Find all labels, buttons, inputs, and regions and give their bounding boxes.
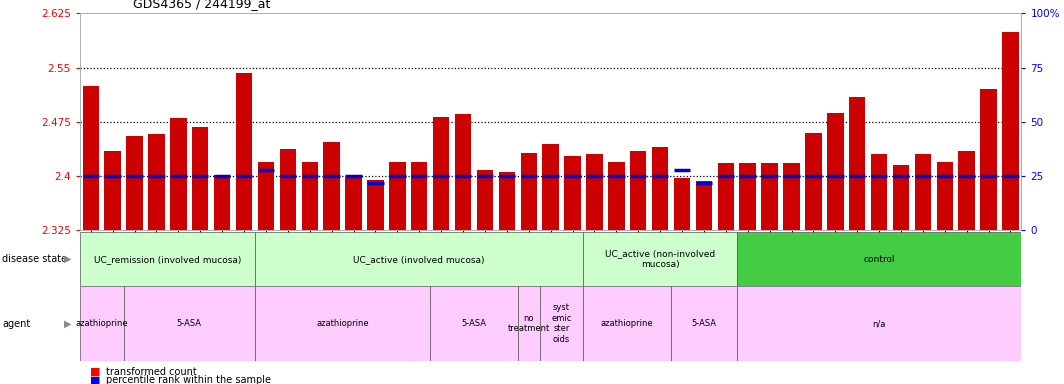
Text: disease state: disease state: [2, 254, 67, 264]
Bar: [609, 162, 625, 230]
Bar: [959, 151, 975, 230]
Bar: [367, 180, 384, 230]
Bar: [192, 127, 209, 230]
Bar: [736, 286, 1021, 361]
Bar: [411, 162, 428, 230]
Bar: [849, 97, 865, 230]
Text: azathioprine: azathioprine: [601, 319, 653, 328]
Text: ▶: ▶: [64, 318, 71, 329]
Bar: [783, 163, 800, 230]
Bar: [915, 154, 931, 230]
Text: syst
emic
ster
oids: syst emic ster oids: [551, 303, 571, 344]
Text: 5-ASA: 5-ASA: [177, 319, 202, 328]
Bar: [736, 232, 1021, 286]
Bar: [80, 286, 123, 361]
Text: agent: agent: [2, 318, 31, 329]
Bar: [893, 166, 910, 230]
Bar: [433, 117, 449, 230]
Bar: [671, 286, 736, 361]
Bar: [236, 73, 252, 230]
Bar: [280, 149, 296, 230]
Bar: [674, 178, 691, 230]
Text: UC_remission (involved mucosa): UC_remission (involved mucosa): [94, 255, 242, 264]
Bar: [762, 163, 778, 230]
Bar: [477, 170, 493, 230]
Text: no
treatment: no treatment: [508, 314, 550, 333]
Text: transformed count: transformed count: [106, 367, 197, 377]
Bar: [564, 156, 581, 230]
Text: azathioprine: azathioprine: [316, 319, 369, 328]
Bar: [520, 153, 537, 230]
Bar: [170, 118, 186, 230]
Bar: [148, 134, 165, 230]
Bar: [696, 181, 712, 230]
Bar: [630, 151, 647, 230]
Text: UC_active (involved mucosa): UC_active (involved mucosa): [353, 255, 485, 264]
Text: azathioprine: azathioprine: [76, 319, 128, 328]
Text: n/a: n/a: [872, 319, 886, 328]
Bar: [717, 163, 734, 230]
Bar: [586, 154, 602, 230]
Text: ■: ■: [90, 367, 101, 377]
Bar: [583, 286, 671, 361]
Bar: [430, 286, 518, 361]
Text: 5-ASA: 5-ASA: [692, 319, 716, 328]
Bar: [539, 286, 583, 361]
Bar: [454, 114, 471, 230]
Bar: [127, 136, 143, 230]
Bar: [104, 151, 121, 230]
Text: 5-ASA: 5-ASA: [462, 319, 486, 328]
Bar: [83, 86, 99, 230]
Bar: [214, 175, 230, 230]
Text: UC_active (non-involved
mucosa): UC_active (non-involved mucosa): [605, 250, 715, 269]
Bar: [1002, 31, 1018, 230]
Bar: [518, 286, 539, 361]
Text: control: control: [863, 255, 895, 264]
Bar: [123, 286, 255, 361]
Bar: [583, 232, 736, 286]
Text: GDS4365 / 244199_at: GDS4365 / 244199_at: [133, 0, 270, 10]
Text: ■: ■: [90, 375, 101, 384]
Bar: [389, 162, 405, 230]
Text: percentile rank within the sample: percentile rank within the sample: [106, 375, 271, 384]
Bar: [827, 113, 844, 230]
Bar: [936, 162, 953, 230]
Bar: [301, 162, 318, 230]
Bar: [346, 178, 362, 230]
Bar: [499, 172, 515, 230]
Bar: [871, 154, 887, 230]
Bar: [255, 286, 430, 361]
Bar: [652, 147, 668, 230]
Bar: [255, 232, 583, 286]
Bar: [323, 142, 339, 230]
Bar: [80, 232, 255, 286]
Text: ▶: ▶: [64, 254, 71, 264]
Bar: [980, 89, 997, 230]
Bar: [257, 162, 275, 230]
Bar: [805, 133, 821, 230]
Bar: [543, 144, 559, 230]
Bar: [739, 163, 755, 230]
